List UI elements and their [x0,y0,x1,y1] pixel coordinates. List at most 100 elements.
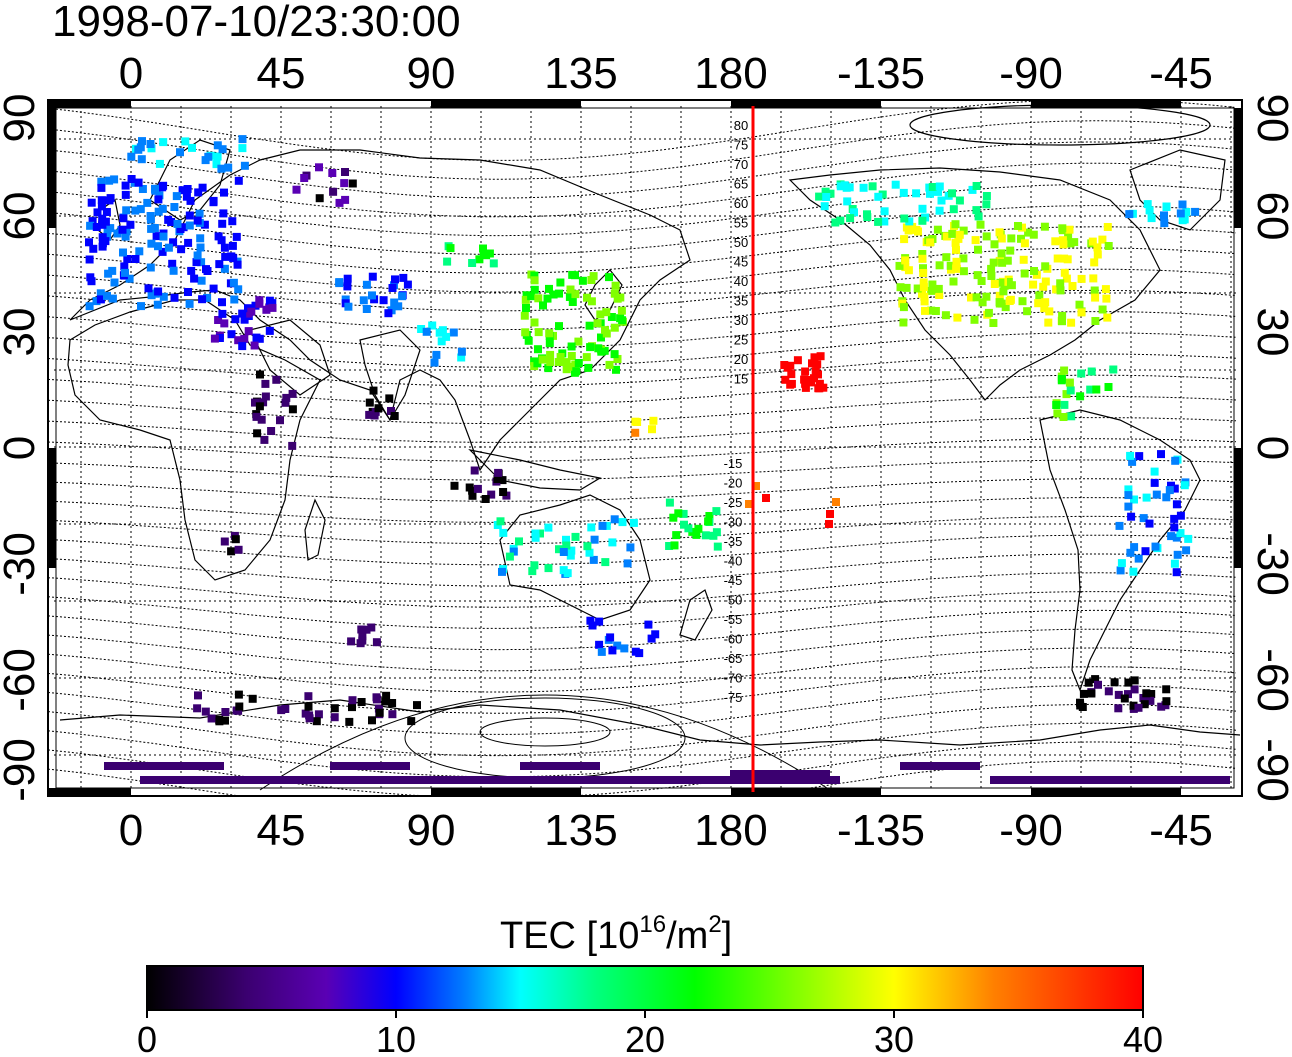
tec-block [430,358,439,367]
tec-block [498,476,507,485]
tec-block [801,379,810,388]
tec-block [151,184,159,193]
tec-block [234,690,243,699]
tec-block [379,296,388,305]
contour-label: -75 [724,690,743,705]
tec-block [921,306,929,315]
tec-block [1087,367,1096,376]
tec-block [562,358,571,367]
tec-block [1151,542,1160,551]
tec-block [365,410,374,419]
tec-block [1003,256,1012,265]
tec-block [1110,678,1119,687]
tec-block [335,198,344,207]
tec-block [85,255,94,264]
colorbar-gradient [146,965,1144,1011]
lon-tick-label: -45 [1149,49,1213,98]
tec-strip [140,776,840,784]
contour-label: 30 [734,313,748,328]
tec-block [972,182,981,190]
tec-block [613,641,622,650]
tec-block [123,255,132,263]
tec-block [238,135,247,144]
tec-block [158,183,167,192]
tec-block [169,266,178,275]
tec-block [1127,512,1136,521]
lon-tick-label: -90 [999,49,1063,98]
tec-data-blocks [85,135,1230,784]
tec-block [505,552,514,561]
contour-label: 65 [734,177,748,192]
tec-block [341,168,349,176]
tec-block [787,370,796,379]
tec-block [487,490,496,499]
tec-block [602,521,611,530]
tec-block [982,292,991,301]
tec-block [122,206,131,215]
tec-block [1092,385,1101,394]
tec-block [106,224,115,233]
tec-block [227,547,236,556]
latitude-ticks-right: 90 60 30 0 -30 -60 -90 [1248,94,1292,802]
tec-block [608,538,617,547]
tec-block [193,216,202,225]
tec-block [301,709,310,718]
tec-block [521,328,530,337]
tec-block [382,691,391,700]
tec-block [900,214,909,223]
tec-block [1117,559,1126,568]
tec-block [432,350,441,359]
tec-block [481,495,490,503]
tec-block [1058,311,1067,320]
colorbar-tick-label: 20 [625,1019,665,1057]
tec-block [826,189,835,198]
tec-block [606,633,615,642]
tec-block [952,245,960,254]
tec-block [172,192,181,201]
tec-block [1068,282,1077,290]
tec-block [1058,317,1066,326]
coastline-north-america [788,167,1161,401]
tec-block [972,293,981,302]
tec-block [831,218,840,227]
tec-block [620,644,629,653]
tec-block [1162,697,1171,706]
tec-block [1086,385,1095,394]
tec-block [611,281,620,290]
contour-label: -65 [724,651,743,666]
tec-block [1128,457,1137,466]
coastline-arctic-loop [909,104,1211,146]
tec-block [990,240,999,249]
tec-block [138,185,147,193]
tec-block [305,714,314,723]
tec-block [256,370,264,379]
tec-block [138,137,146,146]
tec-block [496,517,505,526]
tec-block [1065,378,1074,387]
tec-block [92,297,101,306]
tec-block [121,268,129,277]
tec-block [265,296,274,305]
tec-block [391,275,399,284]
tec-block [1060,268,1069,277]
tec-block [215,334,224,342]
tec-block [574,337,583,346]
tec-block [182,192,191,201]
tec-block [158,247,167,256]
tec-block [261,392,270,401]
tec-block [362,625,371,634]
tec-block [1090,258,1099,267]
tec-block [752,482,760,490]
lat-tick-label: -90 [0,738,44,802]
tec-block [143,198,152,207]
tec-block [567,546,576,555]
tec-block [588,621,597,630]
tec-block [1157,702,1166,711]
tec-block [255,402,264,411]
tec-block [694,524,703,533]
tec-block [934,284,943,293]
tec-block [1162,685,1171,694]
tec-block [978,298,987,307]
tec-block [98,233,107,242]
tec-block [227,252,236,261]
